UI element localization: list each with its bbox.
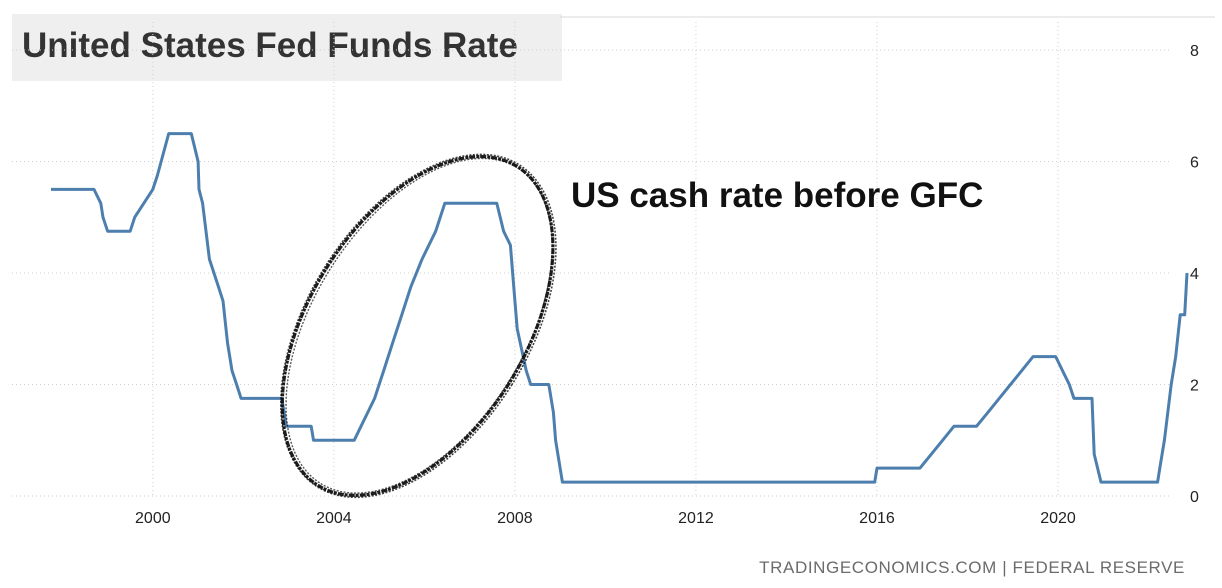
y-tick-label: 2: [1190, 378, 1199, 395]
series-line: [51, 132, 1189, 484]
x-tick-label: 2012: [678, 510, 714, 527]
x-tick-label: 2020: [1040, 510, 1076, 527]
grid: [12, 16, 1215, 497]
annotation-ellipse: [280, 154, 555, 497]
source-credit: TRADINGECONOMICS.COM | FEDERAL RESERVE: [759, 558, 1185, 577]
x-tick-label: 2000: [135, 510, 171, 527]
annotation-ellipse: [285, 157, 553, 494]
x-tick-label: 2004: [316, 510, 352, 527]
y-tick-label: 6: [1190, 155, 1199, 172]
series-layer: [51, 132, 1189, 484]
annotation-ellipse-layer: [280, 153, 557, 499]
y-tick-label: 4: [1190, 266, 1199, 283]
x-tick-label: 2016: [859, 510, 895, 527]
y-tick-label: 0: [1190, 489, 1199, 506]
y-tick-label: 8: [1190, 43, 1199, 60]
title-box: United States Fed Funds Rate: [12, 14, 562, 81]
x-axis: 2000 2004 2008 2012 2016 2020: [135, 510, 1076, 527]
y-axis: 0 2 4 6 8: [1190, 43, 1199, 506]
annotation-text: US cash rate before GFC: [571, 176, 984, 215]
x-tick-label: 2008: [497, 510, 533, 527]
chart-title: United States Fed Funds Rate: [22, 26, 518, 65]
annotation-ellipse: [280, 153, 557, 499]
